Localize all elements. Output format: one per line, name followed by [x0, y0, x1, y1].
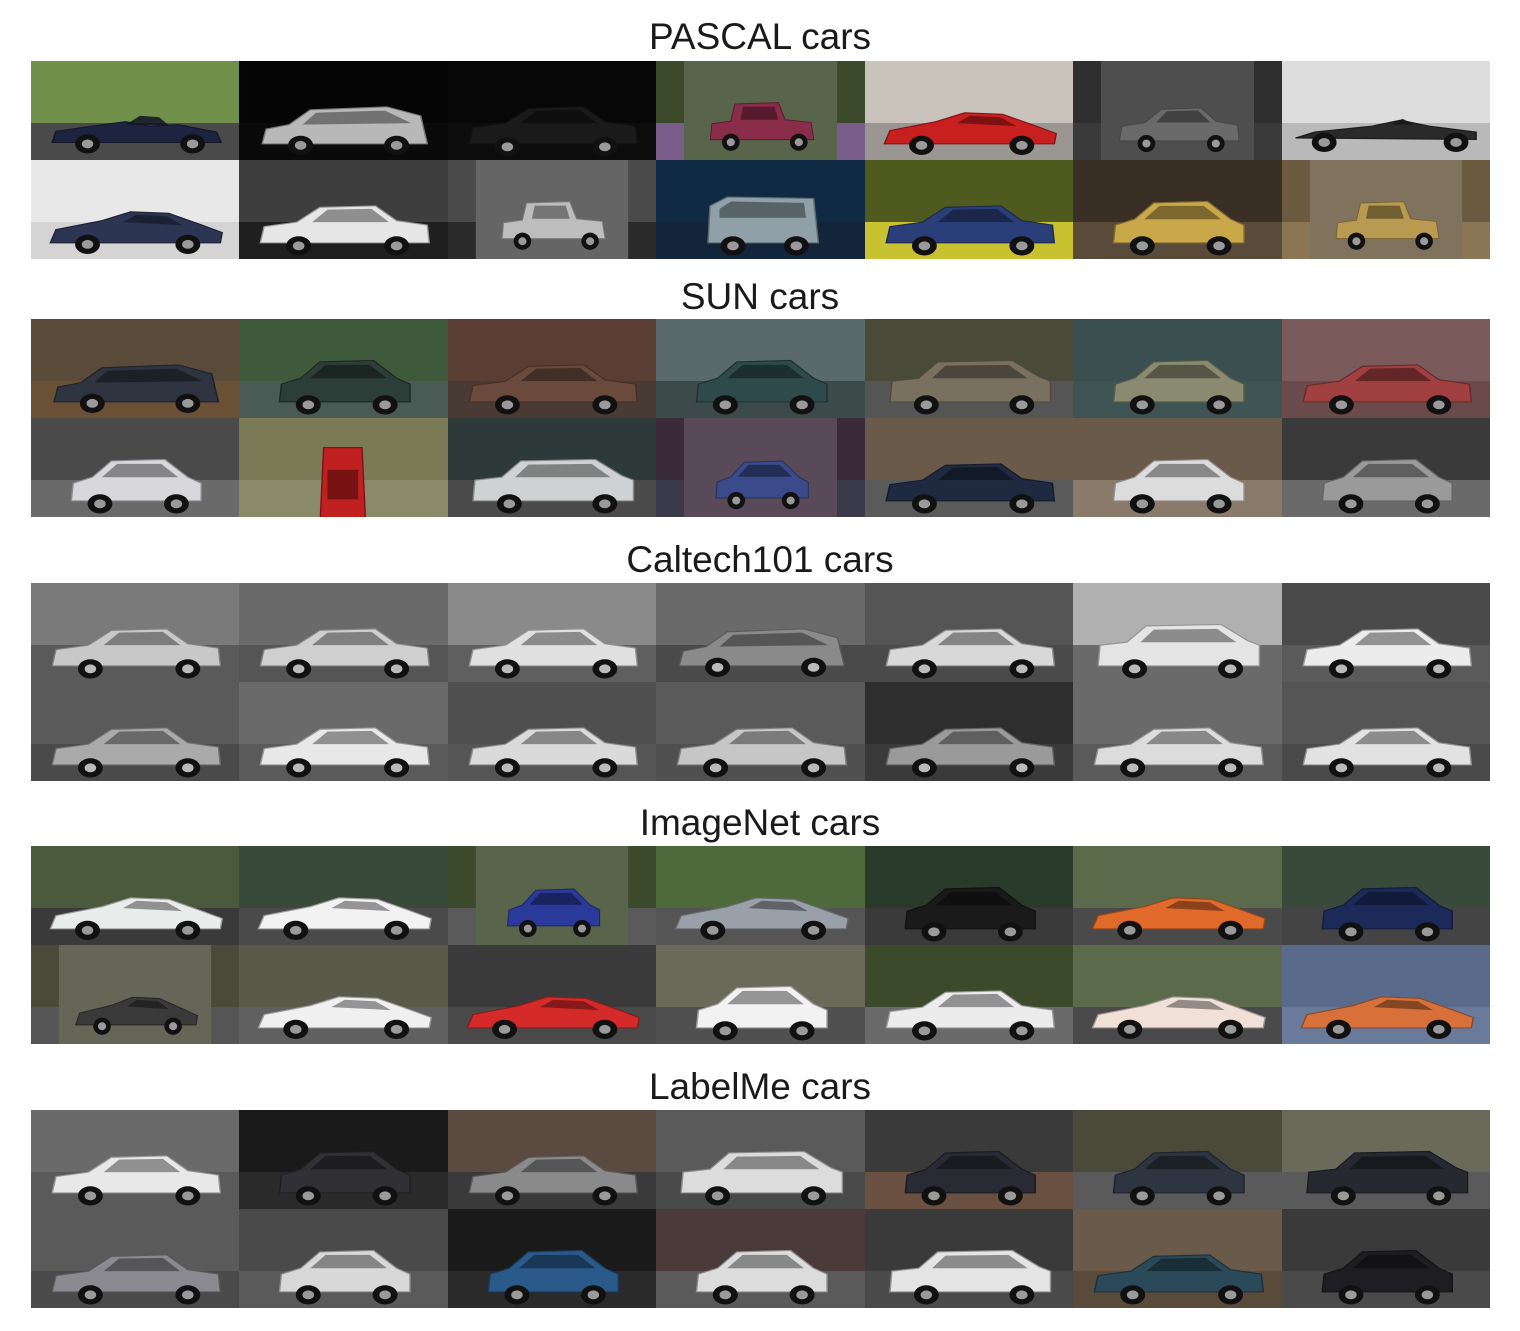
- car-image-thumbnail: [239, 1209, 448, 1308]
- car-image-thumbnail: [1073, 1110, 1282, 1209]
- car-image-thumbnail: [31, 61, 239, 160]
- car-image-thumbnail: [239, 846, 448, 945]
- car-image-thumbnail: [656, 1209, 865, 1308]
- car-image-thumbnail: [656, 160, 865, 259]
- car-image-thumbnail: [1073, 945, 1282, 1044]
- car-image-thumbnail: [656, 1110, 865, 1209]
- car-image-thumbnail: [31, 1209, 239, 1308]
- car-image-thumbnail: [31, 160, 239, 259]
- car-image-thumbnail: [1073, 61, 1282, 160]
- section-title-imagenet-cars: ImageNet cars: [639, 802, 881, 843]
- car-image-thumbnail: [448, 846, 656, 945]
- car-image-thumbnail: [1282, 846, 1490, 945]
- car-image-thumbnail: [31, 583, 239, 682]
- car-image-thumbnail: [865, 1110, 1073, 1209]
- car-image-thumbnail: [1073, 583, 1282, 682]
- car-image-thumbnail: [448, 1209, 656, 1308]
- section-title-pascal-cars: PASCAL cars: [648, 16, 872, 57]
- car-image-thumbnail: [1282, 418, 1490, 517]
- image-grid-imagenet-cars: [31, 846, 1490, 1044]
- car-image-thumbnail: [1282, 1209, 1490, 1308]
- car-image-thumbnail: [865, 418, 1073, 517]
- section-title-labelme-cars: LabelMe cars: [648, 1066, 872, 1107]
- car-image-thumbnail: [865, 319, 1073, 418]
- car-image-thumbnail: [865, 945, 1073, 1044]
- car-image-thumbnail: [448, 945, 656, 1044]
- car-image-thumbnail: [448, 418, 656, 517]
- car-image-thumbnail: [1073, 319, 1282, 418]
- car-image-thumbnail: [239, 682, 448, 781]
- car-image-thumbnail: [656, 682, 865, 781]
- image-grid-caltech101-cars: [31, 583, 1490, 781]
- car-image-thumbnail: [656, 61, 865, 160]
- car-image-thumbnail: [865, 160, 1073, 259]
- car-image-thumbnail: [239, 160, 448, 259]
- car-image-thumbnail: [31, 682, 239, 781]
- section-title-caltech101-cars: Caltech101 cars: [626, 539, 894, 580]
- car-image-thumbnail: [239, 1110, 448, 1209]
- car-image-thumbnail: [448, 1110, 656, 1209]
- car-image-thumbnail: [1073, 418, 1282, 517]
- car-image-thumbnail: [31, 945, 239, 1044]
- car-image-thumbnail: [865, 583, 1073, 682]
- car-image-thumbnail: [239, 418, 448, 517]
- car-image-thumbnail: [31, 846, 239, 945]
- car-image-thumbnail: [448, 319, 656, 418]
- car-image-thumbnail: [656, 583, 865, 682]
- car-image-thumbnail: [31, 418, 239, 517]
- car-image-thumbnail: [1282, 682, 1490, 781]
- car-image-thumbnail: [656, 945, 865, 1044]
- car-image-thumbnail: [865, 682, 1073, 781]
- image-grid-pascal-cars: [31, 61, 1490, 259]
- car-image-thumbnail: [31, 1110, 239, 1209]
- car-image-thumbnail: [656, 846, 865, 945]
- car-image-thumbnail: [239, 945, 448, 1044]
- car-image-thumbnail: [1282, 1110, 1490, 1209]
- car-image-thumbnail: [448, 61, 656, 160]
- car-image-thumbnail: [1282, 583, 1490, 682]
- car-image-thumbnail: [865, 61, 1073, 160]
- car-image-thumbnail: [448, 583, 656, 682]
- car-image-thumbnail: [31, 319, 239, 418]
- car-image-thumbnail: [239, 319, 448, 418]
- car-image-thumbnail: [865, 846, 1073, 945]
- car-image-thumbnail: [448, 160, 656, 259]
- car-image-thumbnail: [1282, 61, 1490, 160]
- car-image-thumbnail: [656, 418, 865, 517]
- car-image-thumbnail: [1282, 319, 1490, 418]
- car-image-thumbnail: [239, 583, 448, 682]
- car-image-thumbnail: [1073, 1209, 1282, 1308]
- car-image-thumbnail: [1073, 846, 1282, 945]
- car-image-thumbnail: [239, 61, 448, 160]
- car-image-thumbnail: [1282, 160, 1490, 259]
- car-image-thumbnail: [1073, 160, 1282, 259]
- car-image-thumbnail: [865, 1209, 1073, 1308]
- car-image-thumbnail: [1282, 945, 1490, 1044]
- section-title-sun-cars: SUN cars: [680, 276, 840, 317]
- car-image-thumbnail: [1073, 682, 1282, 781]
- image-grid-sun-cars: [31, 319, 1490, 517]
- car-image-thumbnail: [448, 682, 656, 781]
- image-grid-labelme-cars: [31, 1110, 1490, 1308]
- car-image-thumbnail: [656, 319, 865, 418]
